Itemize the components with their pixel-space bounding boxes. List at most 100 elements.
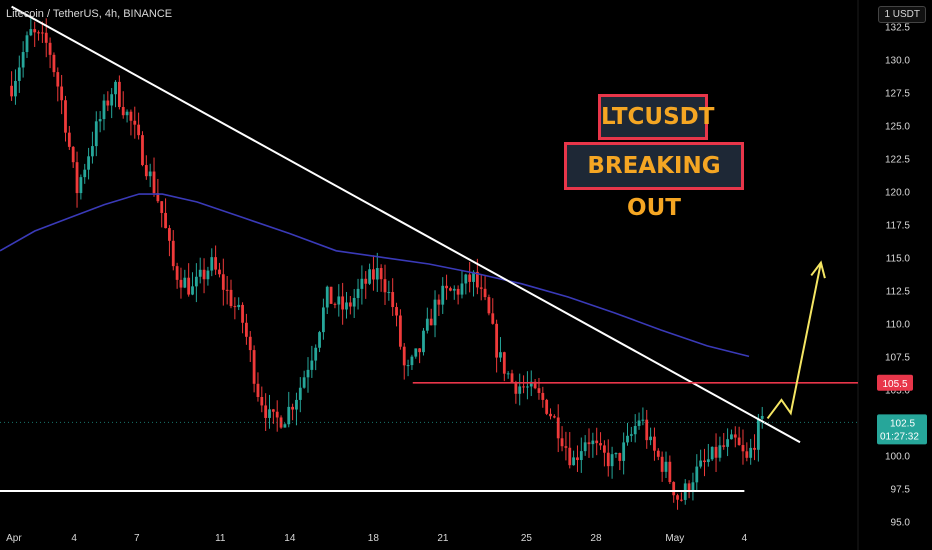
candle-body [229,289,233,307]
candle-body [730,434,733,440]
candle-body [237,304,241,308]
candle-body [672,482,676,496]
time-tick-label: 18 [368,533,380,544]
candle-body [144,165,148,177]
candle-body [171,240,175,267]
candle-body [260,396,264,406]
candle-body [502,352,506,374]
candle-body [148,171,152,177]
currency-button[interactable]: 1 USDT [878,6,926,23]
candle-body [375,268,379,280]
candle-body [395,307,398,316]
candle-body [210,257,214,271]
candle-body [487,297,491,314]
price-tick-label: 132.5 [885,22,910,33]
candle-body [533,381,537,389]
candle-body [433,299,437,326]
symbol-header[interactable]: Litecoin / TetherUS, 4h, BINANCE [6,8,173,20]
candle-body [653,436,656,451]
candle-body [341,296,345,310]
candle-body [364,278,368,284]
candle-body [206,270,210,280]
time-tick-label: 14 [284,533,296,544]
descending-trendline [11,5,801,444]
candle-body [526,386,529,388]
candle-body [541,392,545,400]
candle-body [248,336,252,351]
moving-average-line [0,193,750,358]
candle-body [737,437,741,446]
candle-body [518,386,522,394]
candle-body [64,100,67,133]
candle-body [749,447,753,458]
candle-body [572,457,576,466]
resistance-price-label: 105.5 [882,379,907,390]
projection-arrow-line [766,262,822,420]
candle-body [25,35,29,53]
candle-body [425,318,429,331]
candle-body [753,447,756,450]
candle-body [29,29,33,36]
candle-body [402,346,406,366]
candle-body [560,438,564,447]
candle-body [306,369,310,378]
projection-arrow-head [810,260,826,279]
candle-body [321,307,325,333]
candle-body [56,72,60,87]
price-tick-label: 97.5 [891,484,911,495]
candle-body [233,306,237,308]
candle-body [275,411,279,418]
candle-body [483,288,487,298]
candle-body [691,482,695,492]
time-tick-label: 21 [437,533,449,544]
breaking-out-callout: BREAKING OUT [564,142,744,221]
price-badges: 105.5 102.5 01:27:32 [877,374,927,445]
candle-body [48,42,52,55]
bar-countdown-label: 01:27:32 [880,431,919,442]
overlays-layer [0,5,858,493]
candle-body [160,201,164,213]
candle-body [37,32,40,34]
candle-body [456,288,460,295]
time-tick-label: 4 [71,533,77,544]
candle-body [449,288,452,291]
candle-body [687,483,691,492]
candle-body [110,94,114,106]
candle-body [33,29,37,33]
candle-body [60,86,64,101]
candle-body [591,440,595,445]
candle-body [283,424,287,428]
price-tick-label: 127.5 [885,88,910,99]
candle-body [491,313,495,324]
candle-body [599,443,602,446]
candle-body [414,348,418,357]
candle-body [398,315,402,347]
candle-body [637,420,641,426]
candle-body [183,277,187,288]
candle-body [468,274,472,282]
candle-body [564,446,568,448]
candle-body [168,228,171,241]
candle-body [626,435,629,443]
candle-body [703,460,706,463]
candle-body [14,80,17,97]
candle-body [71,146,75,163]
candle-body [125,111,129,116]
candle-body [121,106,125,116]
candle-body [618,453,622,461]
candle-body [606,452,610,467]
candle-body [552,416,556,418]
candle-body [198,269,202,277]
candle-body [152,171,156,194]
candle-body [337,296,341,305]
candle-body [252,350,256,384]
candle-body [733,434,737,438]
candles-layer [10,18,764,510]
candle-body [568,447,572,466]
candle-body [256,383,260,397]
candle-body [164,212,167,229]
time-tick-label: 4 [742,533,748,544]
candle-body [268,409,271,418]
price-tick-label: 130.0 [885,55,910,66]
